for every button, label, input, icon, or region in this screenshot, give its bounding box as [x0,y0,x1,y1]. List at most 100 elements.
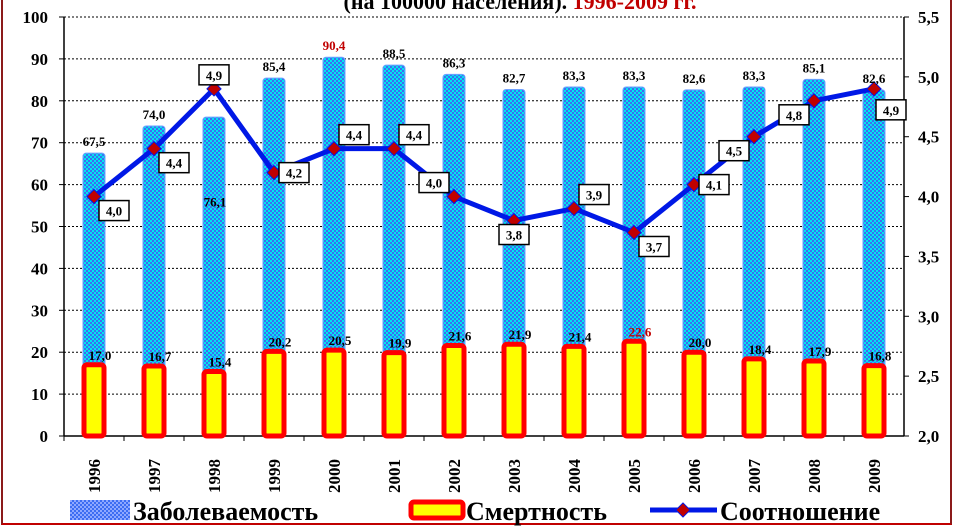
ratio-point [686,176,702,193]
ratio-label-box [875,99,907,121]
x-tick-label: 2003 [505,459,524,493]
ratio-point [326,140,342,157]
mortality-value-label: 21,9 [509,327,532,342]
data-labels: 67,5 74,0 76,1 85,4 90,4 88,5 86,3 82,7 83,3 83,3… [83,38,907,369]
ratio-value-label: 4,2 [286,166,302,181]
incidence-value-label: 90,4 [323,38,346,53]
ratio-label-box [158,151,190,174]
incidence-value-label: 86,3 [443,55,466,70]
left-tick-label: 50 [31,218,48,237]
ratio-label-box [498,223,530,246]
incidence-value-label: 85,1 [803,60,826,75]
x-tick-label: 2009 [865,459,884,493]
right-tick-label: 3,5 [918,247,939,266]
ratio-value-label: 4,0 [106,204,122,219]
right-tick-label: 3,0 [918,307,939,326]
right-tick-label: 2,5 [918,367,939,386]
mortality-bar [141,363,167,439]
ratio-label-box [718,139,750,162]
ratio-label-box [698,173,730,196]
mortality-value-label: 16,8 [869,349,892,364]
mortality-value-label: 20,0 [689,335,712,350]
x-tick-label: 1998 [205,459,224,493]
mortality-value-label: 17,9 [809,344,832,359]
right-axis-ticks: 2,0 2,5 3,0 3,5 4,0 4,5 5,0 5,5 [904,8,939,446]
chart-title-period: 1996-2009 гг. [573,0,697,14]
mortality-bar [81,362,107,439]
incidence-value-label: 88,5 [383,46,406,61]
ratio-label-box [638,235,670,258]
x-tick-label: 2006 [685,459,704,493]
mortality-value-label: 18,4 [749,342,772,357]
legend: Заболеваемость Смертность Соотношение [70,497,880,526]
incidence-value-label: 83,3 [563,68,586,83]
x-tick-label: 2007 [745,459,764,494]
ratio-label-box [278,161,310,184]
mortality-bar [741,356,767,439]
mortality-bar [621,338,647,439]
ratio-value-label: 3,8 [506,228,523,243]
left-axis-ticks: 0 10 20 30 40 50 60 70 80 90 100 [23,8,64,446]
right-tick-label: 5,5 [918,8,939,27]
ratio-point [86,188,102,205]
mortality-value-label: 17,0 [89,348,112,363]
ratio-value-label: 4,4 [166,156,183,171]
incidence-value-label: 83,3 [743,68,766,83]
mortality-bar [381,350,407,439]
right-tick-label: 2,0 [918,427,939,446]
ratio-value-label: 4,9 [883,103,900,118]
legend-label-mortality: Смертность [466,497,607,526]
mortality-value-label: 22,6 [629,324,652,339]
mortality-bar [681,349,707,439]
mortality-value-label: 21,4 [569,329,592,344]
incidence-value-label: 74,0 [143,107,166,122]
chart-title-main: (на 100000 населения). [344,0,568,14]
mortality-value-label: 15,4 [209,354,232,369]
legend-swatch-ratio-marker [675,502,691,518]
ratio-label-box [98,199,130,222]
incidence-value-label: 82,7 [503,70,526,85]
left-tick-label: 90 [31,50,48,69]
ratio-value-label: 4,9 [206,68,223,83]
mortality-bar [321,347,347,439]
mortality-bar [261,348,287,439]
mortality-bar [201,368,227,439]
mortality-value-label: 19,9 [389,336,412,351]
left-tick-label: 80 [31,92,48,111]
incidence-value-label: 82,6 [683,71,706,86]
ratio-label-box [338,123,370,146]
legend-swatch-mortality [408,499,466,521]
left-tick-label: 70 [31,134,48,153]
left-tick-label: 10 [31,385,48,404]
legend-swatch-incidence [70,500,130,520]
ratio-point [386,140,402,157]
mortality-bar [561,343,587,439]
gridlines [64,16,904,395]
ratio-value-label: 4,5 [726,144,743,159]
x-tick-label: 1999 [265,459,284,493]
right-tick-label: 4,0 [918,188,939,207]
incidence-value-label: 76,1 [204,194,227,209]
left-tick-label: 40 [31,259,48,278]
ratio-value-label: 4,1 [706,178,722,193]
incidence-value-label: 85,4 [263,59,286,74]
right-tick-label: 5,0 [918,68,939,87]
x-tick-label: 1997 [145,459,164,494]
mortality-bar [861,363,887,439]
x-tick-label: 2008 [805,459,824,493]
incidence-value-label: 83,3 [623,68,646,83]
ratio-point [626,224,642,241]
ratio-point [266,164,282,181]
ratio-value-label: 4,0 [426,176,442,191]
legend-label-incidence: Заболеваемость [133,497,318,526]
ratio-point [446,188,462,205]
mortality-value-label: 20,5 [329,333,352,348]
x-axis-ticks: 1996 1997 1998 1999 2000 2001 2002 2003 2004 2005… [63,436,884,494]
ratio-value-label: 3,9 [586,188,603,203]
right-tick-label: 4,5 [918,128,939,147]
mortality-bar [441,342,467,439]
mortality-bar [501,341,527,439]
left-tick-label: 0 [40,427,49,446]
legend-label-ratio: Соотношение [720,497,880,526]
incidence-value-label: 82,6 [863,71,886,86]
